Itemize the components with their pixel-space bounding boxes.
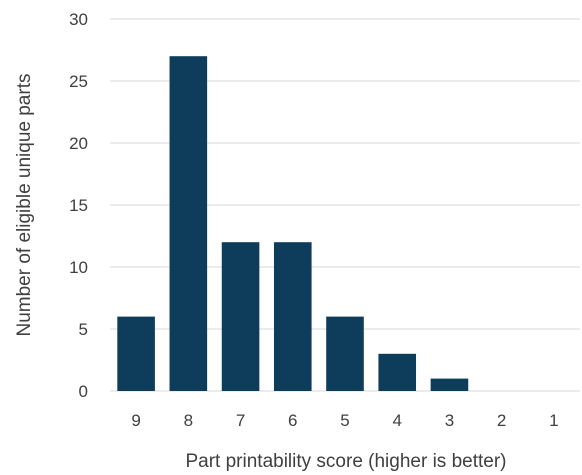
bar-score-8 bbox=[169, 56, 208, 391]
x-tick-label: 1 bbox=[549, 411, 558, 430]
x-tick-label: 2 bbox=[497, 411, 506, 430]
x-tick-label: 6 bbox=[288, 411, 297, 430]
y-tick-label: 30 bbox=[69, 10, 88, 29]
x-tick-label: 9 bbox=[131, 411, 140, 430]
bars bbox=[117, 56, 469, 391]
x-tick-label: 3 bbox=[445, 411, 454, 430]
bar-score-5 bbox=[326, 316, 364, 391]
y-tick-label: 15 bbox=[69, 196, 88, 215]
bar-score-7 bbox=[221, 242, 260, 391]
bar-score-6 bbox=[273, 242, 312, 391]
y-tick-label: 20 bbox=[69, 134, 88, 153]
y-tick-label: 0 bbox=[79, 382, 88, 401]
y-tick-label: 25 bbox=[69, 72, 88, 91]
bar-score-4 bbox=[378, 353, 417, 391]
bar-score-3 bbox=[430, 378, 469, 391]
y-tick-label: 5 bbox=[79, 320, 88, 339]
x-tick-label: 5 bbox=[340, 411, 349, 430]
y-axis-ticks: 0 5 10 15 20 25 30 bbox=[69, 10, 88, 401]
x-axis-title: Part printability score (higher is bette… bbox=[185, 451, 506, 472]
y-axis-title: Number of eligible unique parts bbox=[14, 74, 35, 337]
x-tick-label: 4 bbox=[392, 411, 401, 430]
bar-score-9 bbox=[117, 316, 155, 391]
x-tick-label: 8 bbox=[184, 411, 193, 430]
y-tick-label: 10 bbox=[69, 258, 88, 277]
x-tick-label: 7 bbox=[236, 411, 245, 430]
x-axis-ticks: 9 8 7 6 5 4 3 2 1 bbox=[131, 411, 558, 430]
